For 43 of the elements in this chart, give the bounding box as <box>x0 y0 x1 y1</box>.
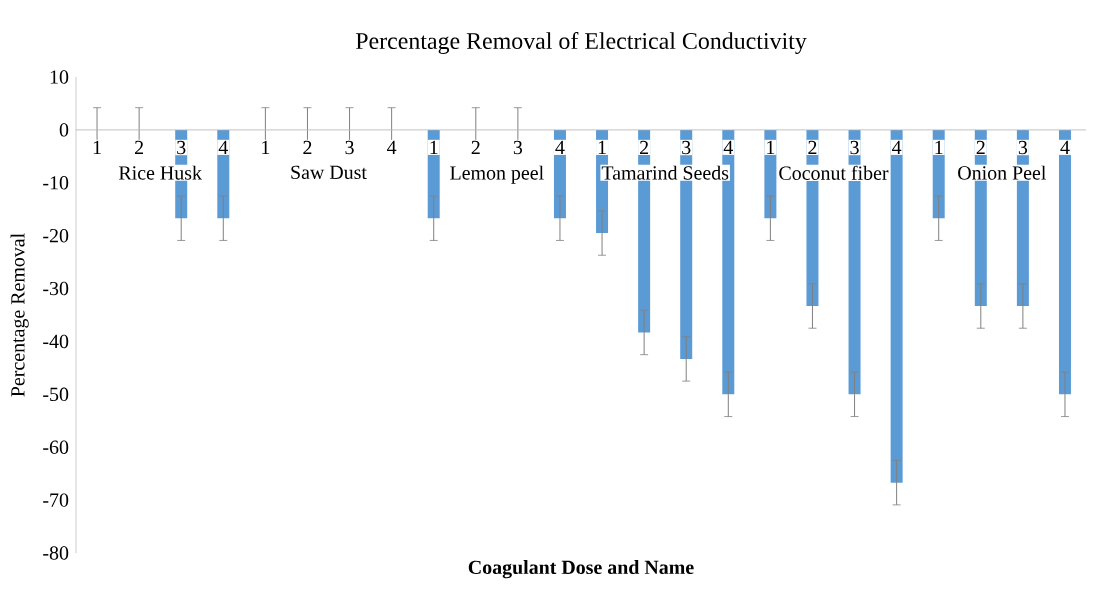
annotation: Saw Dust <box>291 165 367 180</box>
x-tick-label: 1 <box>430 140 438 154</box>
annotation: Tamarind Seeds <box>601 165 729 180</box>
annotation: Lemon peel <box>450 165 544 184</box>
x-tick-label: 3 <box>345 140 354 155</box>
x-tick-label: 4 <box>892 140 902 154</box>
x-tick-label: 4 <box>1060 140 1070 154</box>
y-tick-label: -60 <box>43 440 69 454</box>
y-tick-label: -50 <box>43 387 69 402</box>
y-tick-label: 0 <box>59 123 69 137</box>
x-tick-label: 4 <box>723 140 733 154</box>
y-tick-label: 10 <box>50 70 69 84</box>
x-tick-label: 1 <box>935 140 943 154</box>
x-tick-label: 1 <box>767 140 775 154</box>
y-tick-label: -70 <box>43 493 69 507</box>
x-tick-label: 4 <box>218 140 228 154</box>
x-tick-label: 2 <box>808 140 817 155</box>
x-tick-label: 1 <box>93 140 101 154</box>
y-tick-label: -30 <box>43 281 69 296</box>
y-axis-title: Percentage Removal <box>10 233 29 397</box>
x-tick-label: 2 <box>303 140 312 155</box>
x-tick-label: 3 <box>682 140 691 155</box>
x-tick-label: 3 <box>177 140 186 155</box>
x-tick-label: 2 <box>135 140 144 155</box>
annotation: Onion Peel <box>958 165 1046 180</box>
y-tick-label: -20 <box>43 228 69 243</box>
x-tick-label: 2 <box>471 140 480 155</box>
y-tick-label: -40 <box>43 334 69 349</box>
x-tick-label: 1 <box>262 140 270 154</box>
x-tick-label: 1 <box>598 140 606 154</box>
annotation: Rice Husk <box>118 165 202 180</box>
x-tick-label: 4 <box>555 140 565 154</box>
y-tick-label: -10 <box>43 176 69 190</box>
x-tick-label: 2 <box>976 140 985 155</box>
y-tick-label: -80 <box>43 546 69 560</box>
x-tick-label: 3 <box>1018 140 1028 155</box>
x-axis-title: Coagulant Dose and Name <box>468 560 694 579</box>
x-tick-label: 2 <box>640 140 649 155</box>
chart-title: Percentage Removal of Electrical Conductivity <box>355 32 807 55</box>
annotation: Coconut fiber <box>779 165 889 180</box>
x-tick-label: 4 <box>387 140 397 154</box>
x-tick-label: 3 <box>850 140 859 155</box>
x-tick-label: 3 <box>513 140 523 155</box>
